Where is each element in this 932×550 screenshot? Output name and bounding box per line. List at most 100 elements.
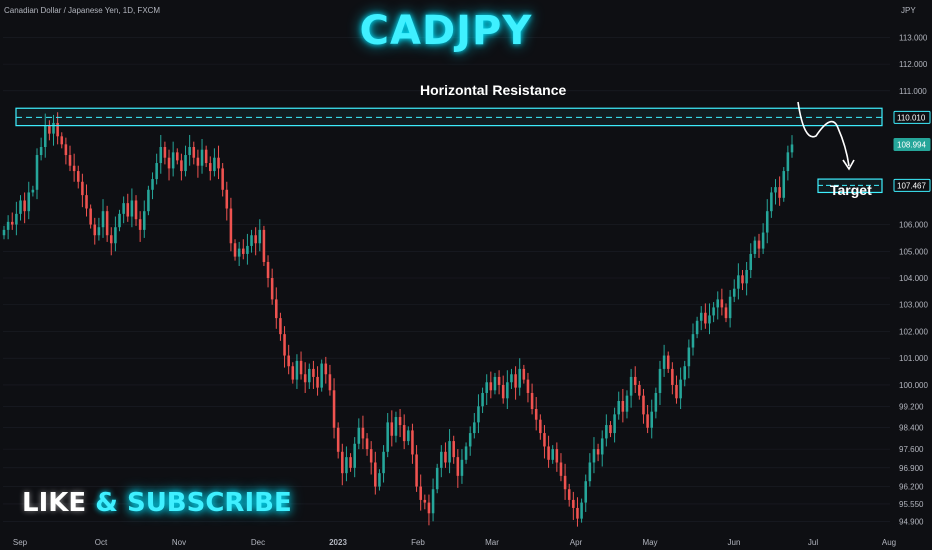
- y-tick-label: 106.000: [899, 221, 928, 230]
- candle-body: [312, 368, 315, 377]
- candle: [72, 153, 76, 182]
- candle: [217, 145, 220, 180]
- candle-body: [109, 235, 113, 244]
- candle: [254, 227, 257, 256]
- candle: [633, 366, 637, 393]
- candle-body: [254, 235, 257, 244]
- candle-body: [654, 392, 658, 412]
- candle: [341, 443, 344, 486]
- candle-body: [699, 312, 703, 321]
- candle-body: [258, 229, 262, 244]
- candle-body: [365, 438, 369, 450]
- candle-body: [501, 384, 505, 399]
- candle: [770, 187, 773, 218]
- candle-body: [683, 366, 687, 380]
- y-tick-label: 112.000: [899, 60, 928, 69]
- candle-body: [303, 374, 307, 383]
- candle-body: [171, 152, 175, 169]
- candle-body: [81, 181, 84, 196]
- candle: [246, 233, 249, 265]
- candle: [638, 380, 641, 400]
- candle: [188, 134, 191, 166]
- candle-body: [48, 125, 51, 134]
- candle-body: [786, 152, 790, 172]
- y-tick-label: 97.600: [899, 445, 924, 454]
- candle: [114, 216, 117, 252]
- candle-body: [147, 189, 150, 212]
- candle: [336, 422, 340, 459]
- candle-body: [741, 275, 744, 284]
- candle-body: [369, 449, 373, 463]
- candle-body: [423, 499, 427, 503]
- candle: [600, 430, 604, 467]
- candle: [147, 185, 150, 216]
- candle: [138, 211, 142, 242]
- candle-body: [93, 224, 97, 236]
- candle-body: [704, 312, 707, 324]
- candle-body: [613, 414, 616, 434]
- candle-body: [151, 179, 154, 190]
- candle: [720, 288, 724, 316]
- candle-body: [184, 155, 187, 172]
- symbol-info: Canadian Dollar / Japanese Yen, 1D, FXCM: [4, 6, 161, 15]
- candle: [394, 411, 398, 443]
- candle-body: [497, 376, 501, 385]
- candle: [530, 383, 534, 415]
- candle: [142, 200, 146, 238]
- candle: [303, 362, 307, 393]
- candle: [679, 367, 682, 410]
- candle-body: [572, 499, 575, 508]
- candle: [440, 445, 443, 478]
- candle: [761, 223, 765, 254]
- candle-body: [419, 486, 422, 500]
- candle-body: [390, 422, 394, 436]
- candle: [407, 426, 410, 446]
- candle-body: [732, 288, 736, 297]
- candle: [411, 423, 414, 464]
- x-tick-label: 2023: [329, 538, 347, 547]
- candle-body: [114, 227, 117, 244]
- candle-body: [588, 462, 592, 482]
- candle-body: [76, 171, 80, 182]
- candle: [559, 453, 563, 482]
- candle: [262, 225, 266, 266]
- candle-body: [295, 360, 299, 380]
- candle-body: [716, 299, 720, 308]
- candle-body: [192, 147, 196, 158]
- candle: [497, 370, 501, 395]
- time-axis[interactable]: Sep Oct Nov Dec 2023 Feb Mar Apr May Jun Jul Aug: [13, 538, 896, 547]
- candle-body: [765, 211, 769, 233]
- y-tick-label: 101.000: [899, 354, 928, 363]
- candle: [642, 388, 645, 424]
- candle: [737, 263, 740, 300]
- candle: [584, 474, 587, 512]
- candle-body: [242, 248, 245, 254]
- candle-body: [60, 136, 64, 145]
- candle-body: [237, 248, 241, 257]
- x-tick-label: Apr: [570, 538, 583, 547]
- candle: [324, 356, 328, 384]
- candle: [749, 243, 753, 279]
- candle-body: [576, 507, 579, 519]
- candle: [23, 192, 26, 224]
- candle-body: [349, 457, 352, 468]
- candle-body: [10, 221, 14, 225]
- candle-body: [386, 422, 389, 452]
- candle: [349, 453, 352, 472]
- candle-body: [159, 147, 163, 164]
- candle-body: [477, 406, 480, 423]
- candle-body: [39, 147, 43, 156]
- candle-body: [567, 489, 571, 500]
- price-axis[interactable]: 113.000 112.000 111.000 106.000 105.000 104.0…: [893, 33, 931, 526]
- candle-body: [551, 449, 554, 460]
- candle-body: [163, 147, 167, 158]
- candle: [481, 387, 484, 414]
- candle-body: [394, 417, 398, 436]
- candle: [275, 287, 278, 329]
- candle: [270, 268, 274, 305]
- y-tick-label: 105.000: [899, 247, 928, 256]
- candle-body: [770, 192, 773, 212]
- candle: [419, 474, 422, 511]
- candle: [382, 445, 385, 483]
